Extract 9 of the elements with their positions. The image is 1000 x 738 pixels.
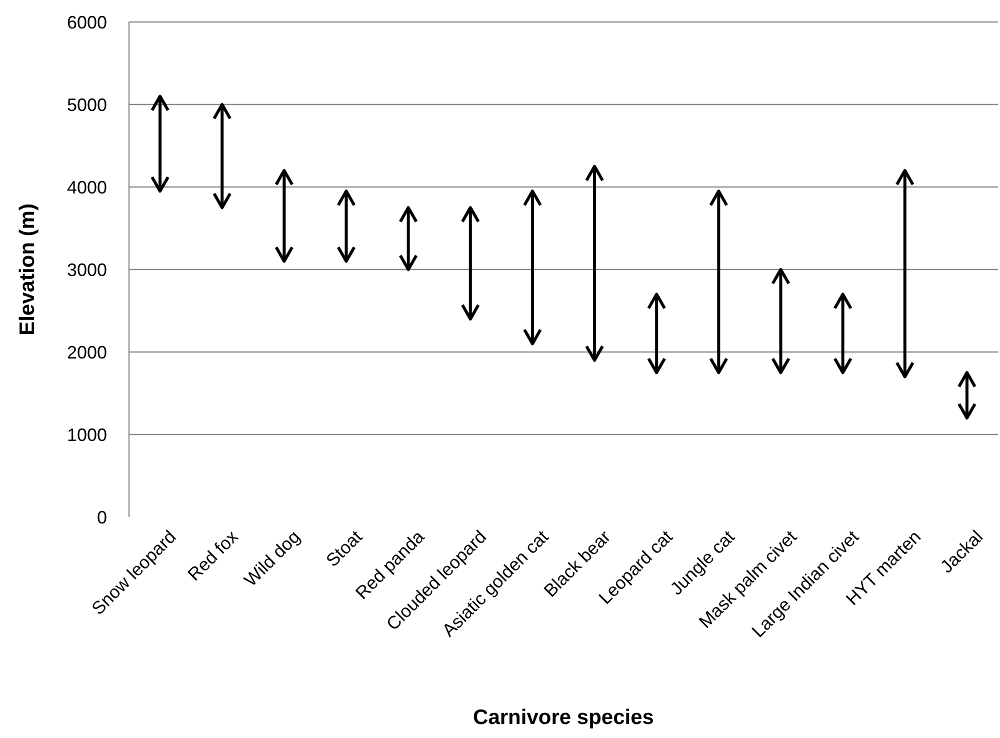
- y-tick-label: 0: [96, 507, 107, 528]
- y-tick-label: 1000: [66, 424, 107, 445]
- y-tick-label: 3000: [66, 260, 107, 280]
- y-axis-title: Elevation (m): [16, 204, 39, 336]
- x-axis-title: Carnivore species: [473, 706, 654, 729]
- y-tick-label: 4000: [66, 177, 107, 198]
- y-tick-label: 2000: [66, 342, 107, 362]
- y-tick-label: 6000: [66, 12, 107, 32]
- y-tick-label: 5000: [66, 94, 107, 115]
